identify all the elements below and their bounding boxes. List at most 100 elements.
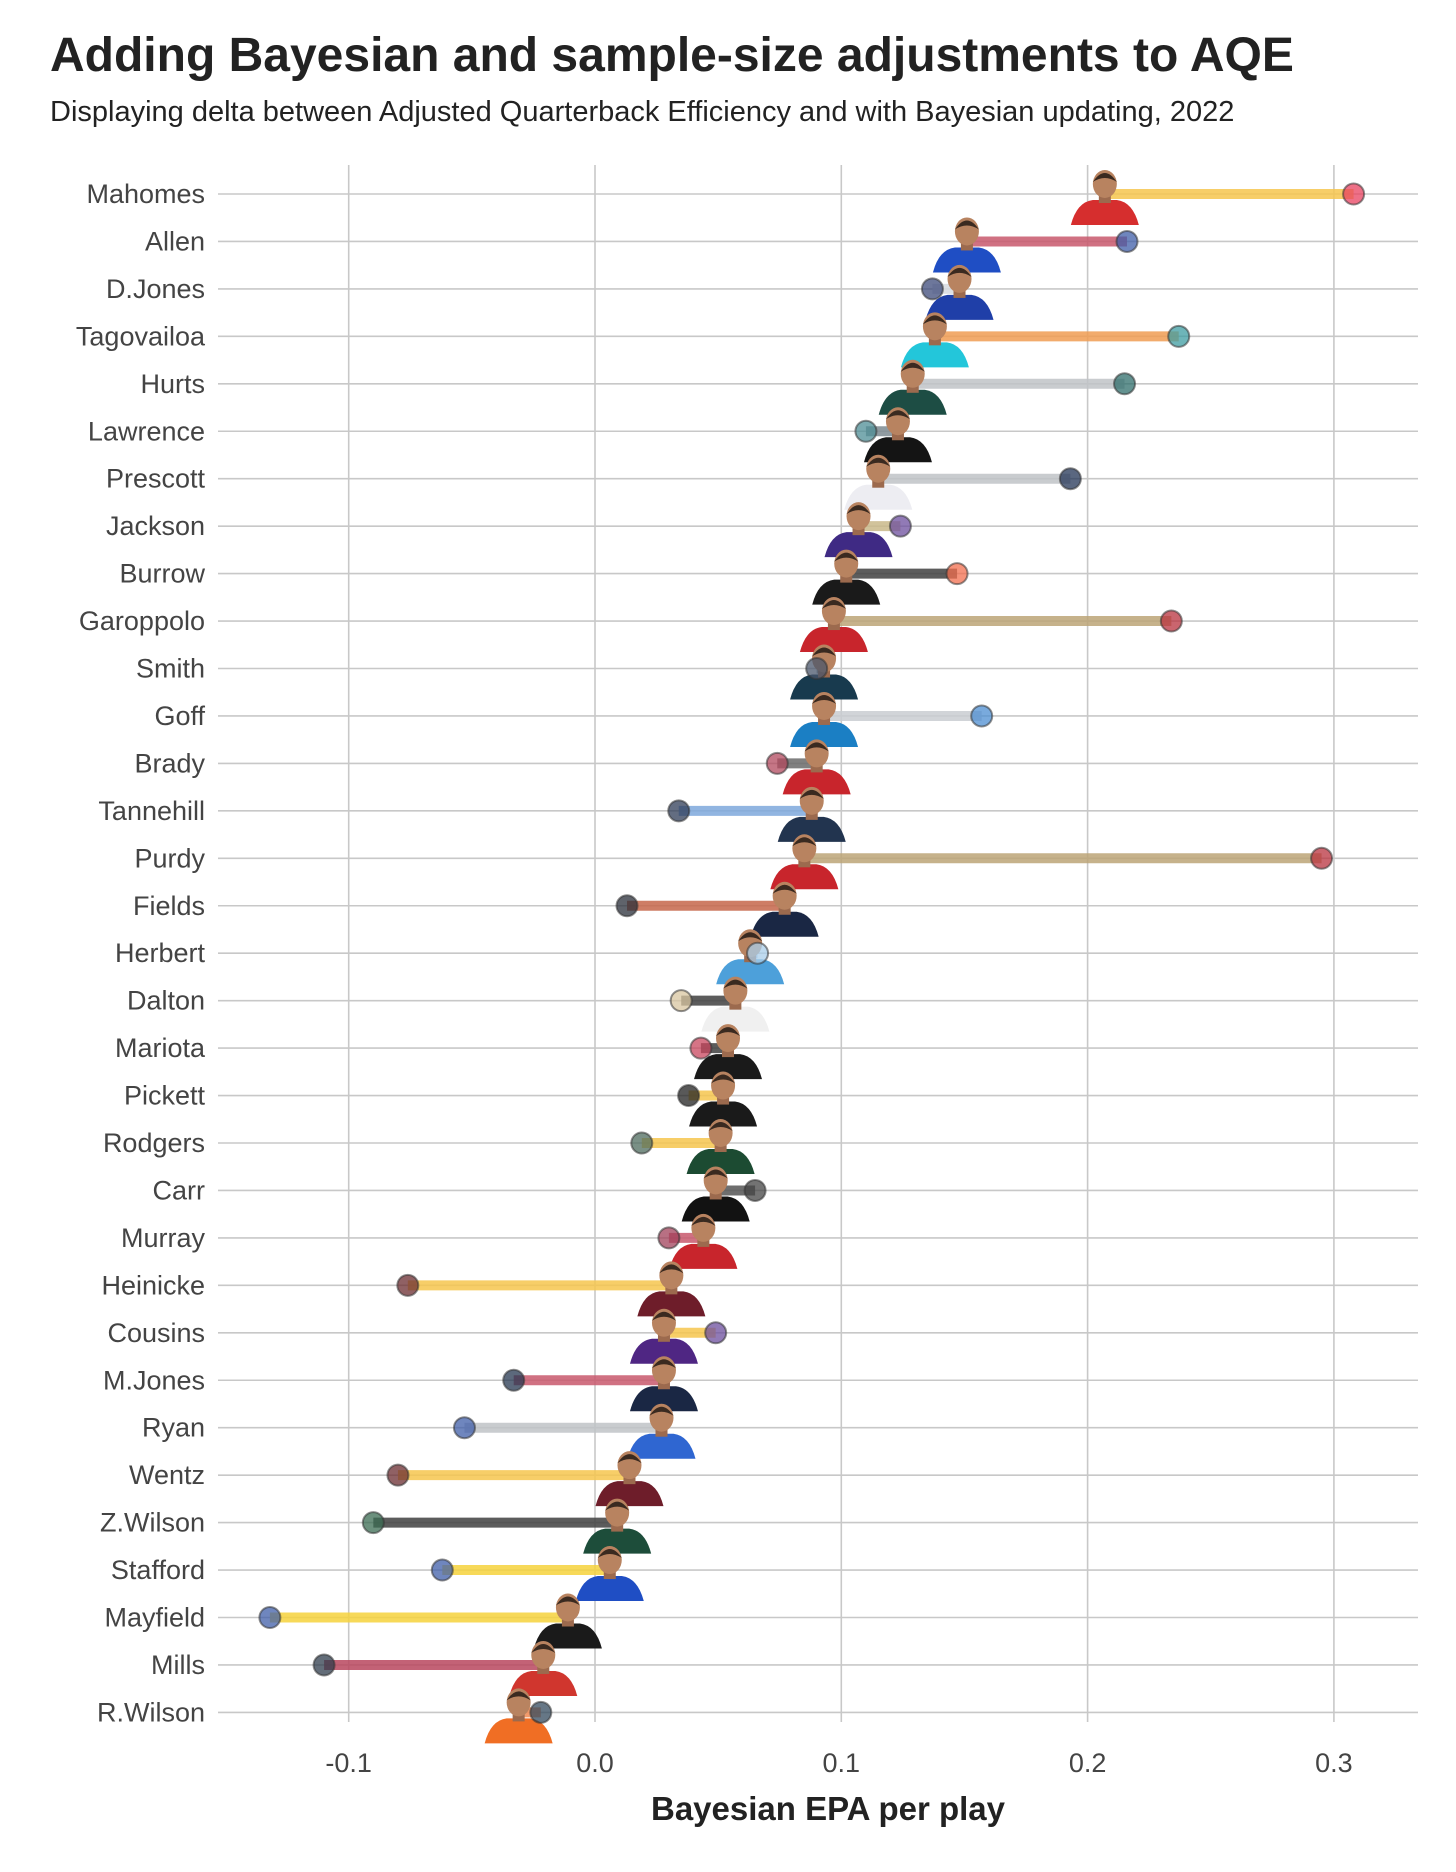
x-axis-title: Bayesian EPA per play (651, 1790, 1006, 1827)
y-axis-label: Mayfield (104, 1603, 205, 1633)
avatar-neck (928, 337, 941, 346)
y-axis-label: Brady (134, 748, 205, 778)
bayesian-dot (430, 1558, 454, 1582)
avatar-hair (659, 1264, 684, 1274)
bayesian-dot (1113, 372, 1137, 396)
player-avatar (637, 1261, 706, 1317)
bayesian-dot (502, 1368, 526, 1392)
avatar-jersey (790, 721, 859, 747)
y-axis-label: Lawrence (88, 416, 205, 446)
y-axis-label: Stafford (111, 1555, 205, 1585)
y-axis-label: Carr (153, 1175, 206, 1205)
y-axis-label: Cousins (107, 1318, 205, 1348)
bayesian-dot (704, 1321, 728, 1345)
y-axis-label: Tagovailoa (76, 321, 206, 351)
avatar-neck (665, 1286, 678, 1295)
avatar-jersey (716, 959, 785, 985)
bayesian-dot (677, 1084, 701, 1108)
bayesian-dot (386, 1463, 410, 1487)
bayesian-dot (657, 1226, 681, 1250)
bayesian-dot (854, 419, 878, 443)
y-axis-label: Mills (151, 1650, 205, 1680)
avatar-hair (821, 600, 846, 610)
player-avatar (777, 786, 846, 842)
avatar-neck (852, 527, 865, 536)
bayesian-dot (888, 514, 912, 538)
bayesian-dot (689, 1036, 713, 1060)
avatar-jersey (812, 579, 881, 605)
avatar-jersey (777, 816, 846, 842)
avatar-neck (1098, 195, 1111, 203)
bayesian-dot (746, 941, 770, 965)
bayesian-dot (920, 277, 944, 301)
avatar-neck (537, 1665, 550, 1674)
avatar-jersey (878, 389, 947, 415)
bayesian-dot (312, 1653, 336, 1677)
y-axis-label: M.Jones (103, 1365, 205, 1395)
avatar-jersey (694, 1054, 763, 1080)
avatar-jersey (782, 769, 851, 795)
avatar-hair (885, 410, 910, 420)
chart-subtitle: Displaying delta between Adjusted Quarte… (50, 96, 1235, 128)
x-tick-label: 0.0 (576, 1748, 614, 1778)
y-axis-label: Garoppolo (79, 606, 205, 636)
avatar-jersey (583, 1528, 652, 1554)
avatar-neck (798, 859, 811, 868)
avatar-neck (953, 289, 966, 298)
avatar-jersey (686, 1149, 755, 1174)
avatar-hair (900, 362, 925, 372)
avatar-neck (729, 1001, 742, 1010)
avatar-neck (561, 1618, 574, 1627)
bayesian-dot (1115, 229, 1139, 253)
avatar-hair (651, 1359, 676, 1369)
bayesian-dot (258, 1606, 282, 1629)
avatar-neck (906, 384, 919, 393)
avatar-jersey (799, 627, 868, 653)
y-axis-label: Ryan (142, 1413, 205, 1443)
avatar-hair (691, 1216, 716, 1226)
avatar-neck (722, 1049, 735, 1058)
bayesian-dot (805, 657, 829, 680)
avatar-neck (709, 1191, 722, 1200)
x-tick-label: 0.1 (823, 1748, 861, 1778)
bayesian-dot (1310, 846, 1334, 870)
bayesian-dot (1159, 609, 1183, 633)
avatar-jersey (932, 247, 1001, 273)
bayesian-dot (1342, 182, 1366, 206)
avatar-hair (597, 1549, 622, 1559)
avatar-neck (717, 1096, 730, 1105)
avatar-jersey (689, 1101, 758, 1127)
bayesian-dot (945, 562, 969, 586)
avatar-neck (872, 479, 885, 488)
y-axis-label: Rodgers (103, 1128, 205, 1158)
y-axis-label: Smith (136, 654, 205, 684)
avatar-jersey (925, 294, 994, 320)
avatar-neck (657, 1381, 670, 1390)
avatar-neck (655, 1428, 668, 1437)
player-avatar (509, 1640, 578, 1696)
avatar-hair (954, 220, 979, 230)
avatar-hair (772, 884, 797, 894)
avatar-neck (697, 1238, 710, 1247)
avatar-hair (703, 1169, 728, 1179)
avatar-jersey (669, 1243, 738, 1269)
player-avatar (629, 1308, 698, 1364)
player-avatar (925, 264, 994, 320)
player-avatar (750, 881, 819, 937)
x-tick-label: 0.2 (1069, 1748, 1107, 1778)
avatar-hair (1092, 173, 1117, 182)
bayesian-dot (743, 1178, 767, 1202)
player-avatar (686, 1119, 755, 1174)
y-axis-label: Prescott (106, 464, 206, 494)
avatar-neck (827, 622, 840, 631)
bayesian-dot (452, 1416, 476, 1440)
avatar-hair (866, 457, 891, 467)
player-avatar (932, 217, 1001, 273)
y-axis-label: Fields (133, 891, 205, 921)
avatar-neck (818, 716, 831, 725)
avatar-hair (812, 694, 837, 704)
y-axis-label: R.Wilson (97, 1697, 205, 1727)
avatar-neck (891, 432, 904, 441)
player-avatar (689, 1071, 758, 1127)
